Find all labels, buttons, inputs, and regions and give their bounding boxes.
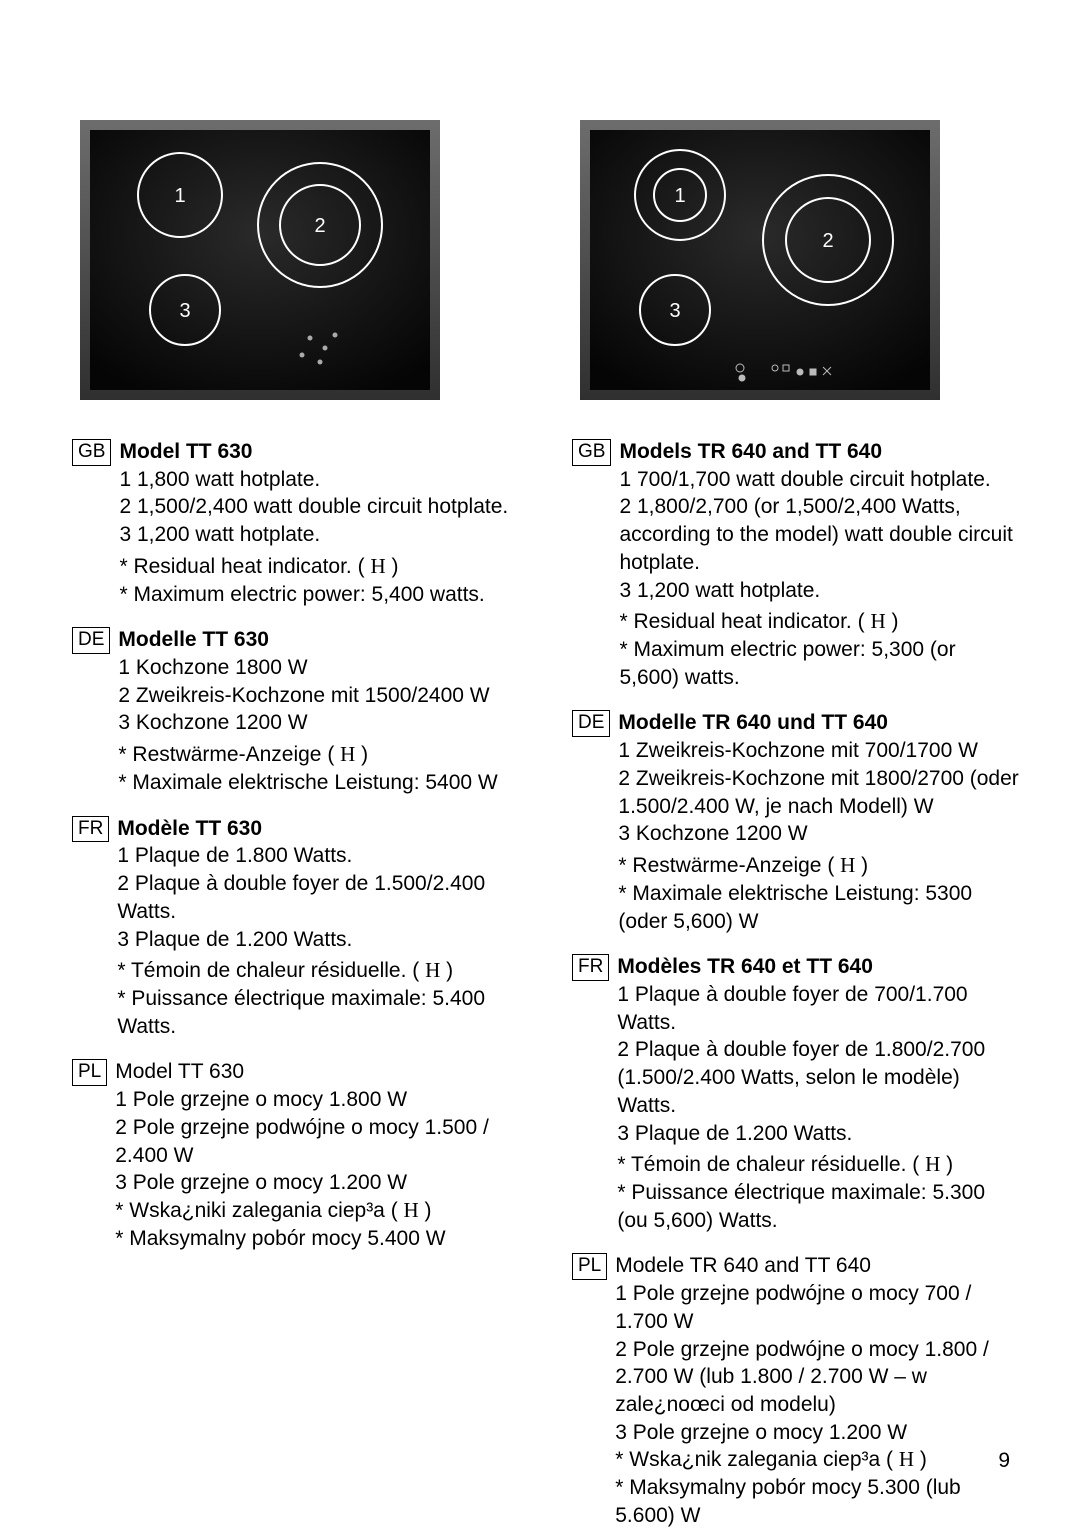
- spec-line: * Puissance électrique maximale: 5.400 W…: [117, 985, 520, 1040]
- language-badge: GB: [72, 439, 111, 466]
- spec-line: * Maximum electric power: 5,400 watts.: [119, 581, 520, 609]
- section-title: Model TT 630: [119, 438, 520, 466]
- spec-line: 1 Pole grzejne podwójne o mocy 700 / 1.7…: [615, 1280, 1020, 1335]
- spec-line: 2 Zweikreis-Kochzone mit 1500/2400 W: [118, 682, 520, 710]
- section-title: Modele TR 640 and TT 640: [615, 1252, 1020, 1280]
- language-badge: GB: [572, 439, 611, 466]
- svg-text:2: 2: [822, 230, 833, 252]
- spec-line: 1 Kochzone 1800 W: [118, 654, 520, 682]
- spec-line: 2 1,500/2,400 watt double circuit hotpla…: [119, 493, 520, 521]
- right-column: 1 2 3 G: [560, 120, 1020, 1530]
- spec-section: FR Modèles TR 640 et TT 6401 Plaque à dou…: [560, 953, 1020, 1234]
- spec-line: * Témoin de chaleur résiduelle. ( H ): [617, 1151, 1020, 1179]
- spec-line: 3 Pole grzejne o mocy 1.200 W: [615, 1419, 1020, 1447]
- spec-line: 1 700/1,700 watt double circuit hotplate…: [619, 466, 1020, 494]
- svg-text:1: 1: [674, 185, 685, 207]
- spec-section: FR Modèle TT 6301 Plaque de 1.800 Watts.2…: [60, 815, 520, 1041]
- svg-text:3: 3: [179, 300, 190, 322]
- spec-line: * Wska¿nik zalegania ciep³a ( H ): [615, 1446, 1020, 1474]
- spec-section: DE Modelle TR 640 und TT 6401 Zweikreis-K…: [560, 709, 1020, 935]
- spec-line: 3 1,200 watt hotplate.: [119, 521, 520, 549]
- page: 1 2 3 GBModel TT 6301 1,800 watt hotplat…: [0, 0, 1080, 1530]
- spec-line: 2 Plaque à double foyer de 1.800/2.700 (…: [617, 1036, 1020, 1119]
- spec-line: 3 Pole grzejne o mocy 1.200 W: [115, 1169, 520, 1197]
- section-body: Models TR 640 and TT 6401 700/1,700 watt…: [619, 438, 1020, 691]
- spec-line: * Wska¿niki zalegania ciep³a ( H ): [115, 1197, 520, 1225]
- spec-line: 2 Zweikreis-Kochzone mit 1800/2700 (oder…: [618, 765, 1020, 820]
- spec-line: 3 Kochzone 1200 W: [618, 820, 1020, 848]
- spec-line: 3 Plaque de 1.200 Watts.: [117, 926, 520, 954]
- spec-section: PL Model TT 6301 Pole grzejne o mocy 1.80…: [60, 1058, 520, 1252]
- spec-line: 2 Pole grzejne podwójne o mocy 1.800 / 2…: [615, 1336, 1020, 1419]
- spec-line: * Maximale elektrische Leistung: 5300 (o…: [618, 880, 1020, 935]
- language-badge: DE: [572, 710, 610, 737]
- spec-line: 1 Zweikreis-Kochzone mit 700/1700 W: [618, 737, 1020, 765]
- section-body: Modèles TR 640 et TT 6401 Plaque à doubl…: [617, 953, 1020, 1234]
- spec-line: 2 Pole grzejne podwójne o mocy 1.500 / 2…: [115, 1114, 520, 1169]
- page-number: 9: [998, 1449, 1010, 1473]
- hob-diagram-tt630: 1 2 3: [80, 120, 440, 400]
- spec-line: 3 Kochzone 1200 W: [118, 709, 520, 737]
- left-column: 1 2 3 GBModel TT 6301 1,800 watt hotplat…: [60, 120, 520, 1530]
- svg-text:2: 2: [314, 215, 325, 237]
- spec-line: * Témoin de chaleur résiduelle. ( H ): [117, 957, 520, 985]
- residual-heat-symbol: H: [870, 609, 885, 633]
- spec-line: 1 Plaque de 1.800 Watts.: [117, 842, 520, 870]
- language-badge: DE: [72, 627, 110, 654]
- residual-heat-symbol: H: [899, 1447, 914, 1471]
- section-body: Modele TR 640 and TT 6401 Pole grzejne p…: [615, 1252, 1020, 1529]
- spec-line: * Maksymalny pobór mocy 5.300 (lub 5.600…: [615, 1474, 1020, 1529]
- language-badge: FR: [572, 954, 609, 981]
- spec-line: * Puissance électrique maximale: 5.300 (…: [617, 1179, 1020, 1234]
- section-body: Modèle TT 6301 Plaque de 1.800 Watts.2 P…: [117, 815, 520, 1041]
- section-title: Models TR 640 and TT 640: [619, 438, 1020, 466]
- spec-section: DE Modelle TT 6301 Kochzone 1800 W2 Zweik…: [60, 626, 520, 796]
- spec-line: * Maximum electric power: 5,300 (or 5,60…: [619, 636, 1020, 691]
- spec-line: 3 Plaque de 1.200 Watts.: [617, 1120, 1020, 1148]
- section-title: Model TT 630: [115, 1058, 520, 1086]
- residual-heat-symbol: H: [404, 1198, 419, 1222]
- spec-line: 1 Plaque à double foyer de 700/1.700 Wat…: [617, 981, 1020, 1036]
- spec-line: * Restwärme-Anzeige ( H ): [118, 741, 520, 769]
- svg-text:1: 1: [174, 185, 185, 207]
- section-title: Modèle TT 630: [117, 815, 520, 843]
- section-title: Modelle TT 630: [118, 626, 520, 654]
- spec-line: * Residual heat indicator. ( H ): [119, 553, 520, 581]
- spec-line: * Residual heat indicator. ( H ): [619, 608, 1020, 636]
- residual-heat-symbol: H: [370, 554, 385, 578]
- section-title: Modèles TR 640 et TT 640: [617, 953, 1020, 981]
- section-body: Modelle TR 640 und TT 6401 Zweikreis-Koc…: [618, 709, 1020, 935]
- spec-line: 1 1,800 watt hotplate.: [119, 466, 520, 494]
- svg-text:3: 3: [669, 300, 680, 322]
- spec-line: * Maximale elektrische Leistung: 5400 W: [118, 769, 520, 797]
- spec-line: 2 1,800/2,700 (or 1,500/2,400 Watts, acc…: [619, 493, 1020, 576]
- language-badge: FR: [72, 816, 109, 843]
- section-body: Model TT 6301 Pole grzejne o mocy 1.800 …: [115, 1058, 520, 1252]
- spec-line: 3 1,200 watt hotplate.: [619, 577, 1020, 605]
- residual-heat-symbol: H: [840, 853, 855, 877]
- spec-section: GB Model TT 6301 1,800 watt hotplate.2 1,…: [60, 438, 520, 608]
- language-badge: PL: [72, 1059, 107, 1086]
- section-body: Model TT 6301 1,800 watt hotplate.2 1,50…: [119, 438, 520, 608]
- hob-diagram-tr640: 1 2 3: [580, 120, 940, 400]
- spec-section: GB Models TR 640 and TT 6401 700/1,700 wa…: [560, 438, 1020, 691]
- residual-heat-symbol: H: [340, 742, 355, 766]
- residual-heat-symbol: H: [425, 958, 440, 982]
- section-body: Modelle TT 6301 Kochzone 1800 W2 Zweikre…: [118, 626, 520, 796]
- spec-line: 2 Plaque à double foyer de 1.500/2.400 W…: [117, 870, 520, 925]
- spec-line: * Restwärme-Anzeige ( H ): [618, 852, 1020, 880]
- residual-heat-symbol: H: [925, 1152, 940, 1176]
- spec-line: * Maksymalny pobór mocy 5.400 W: [115, 1225, 520, 1253]
- section-title: Modelle TR 640 und TT 640: [618, 709, 1020, 737]
- spec-section: PL Modele TR 640 and TT 6401 Pole grzejne…: [560, 1252, 1020, 1529]
- language-badge: PL: [572, 1253, 607, 1280]
- spec-line: 1 Pole grzejne o mocy 1.800 W: [115, 1086, 520, 1114]
